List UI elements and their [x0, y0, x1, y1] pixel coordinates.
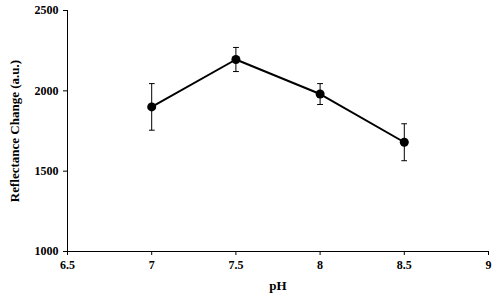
svg-text:1000: 1000 — [35, 244, 59, 258]
svg-text:2000: 2000 — [35, 84, 59, 98]
svg-text:7: 7 — [149, 258, 155, 272]
svg-text:2500: 2500 — [35, 3, 59, 17]
svg-text:8: 8 — [317, 258, 323, 272]
svg-text:9: 9 — [486, 258, 492, 272]
svg-text:pH: pH — [269, 278, 286, 293]
svg-text:7.5: 7.5 — [228, 258, 243, 272]
svg-text:Reflectance Change (a.u.): Reflectance Change (a.u.) — [7, 60, 22, 202]
svg-text:1500: 1500 — [35, 164, 59, 178]
svg-text:6.5: 6.5 — [60, 258, 75, 272]
svg-text:8.5: 8.5 — [397, 258, 412, 272]
